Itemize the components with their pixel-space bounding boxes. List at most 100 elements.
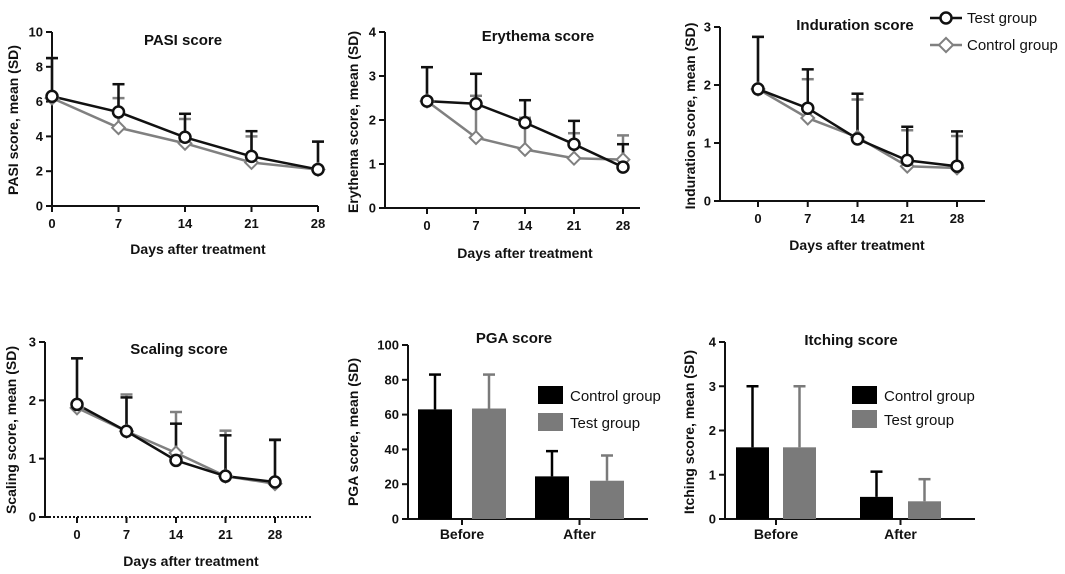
erythema-chart-title: Erythema score [482, 28, 595, 45]
pasi-test-point [311, 162, 325, 177]
itching-control-bar [736, 447, 769, 519]
pga-y-tick-label: 20 [385, 477, 399, 492]
pga-y-tick-label: 40 [385, 442, 399, 457]
pasi-control-point [110, 119, 127, 136]
itching-legend: Control group Test group [852, 386, 975, 429]
scaling-x-axis-label: Days after treatment [123, 553, 259, 569]
scaling-y-tick-label: 0 [29, 510, 36, 525]
pga-legend: Control group Test group [538, 386, 661, 432]
itching-legend-test-swatch [852, 410, 877, 428]
scaling-y-tick-label: 1 [29, 451, 36, 466]
induration-test-point [850, 132, 865, 146]
pasi-x-tick-label: 28 [311, 216, 325, 231]
erythema-control-point [566, 150, 582, 167]
induration-y-tick-label: 2 [704, 78, 711, 93]
itching-control-bar [860, 496, 893, 519]
scaling-test-point [268, 475, 282, 489]
pga-y-axis-label: PGA score, mean (SD) [345, 358, 361, 506]
erythema-control-point [517, 141, 533, 158]
erythema-y-tick-label: 0 [369, 201, 376, 216]
pasi-y-axis-label: PASI score, mean (SD) [5, 45, 21, 195]
scaling-x-tick-label: 21 [218, 527, 232, 542]
erythema-test-point [469, 96, 483, 111]
pasi-x-tick-label: 14 [178, 216, 193, 231]
pga-y-tick-label: 100 [377, 338, 399, 353]
erythema-control-point [468, 129, 484, 146]
itching-y-axis-label: Itching score, mean (SD) [681, 350, 697, 514]
pga-y-tick-label: 80 [385, 372, 399, 387]
pasi-y-tick-label: 6 [36, 94, 43, 109]
itching-y-tick-label: 1 [709, 467, 716, 482]
induration-test-point [900, 153, 914, 168]
pasi-x-tick-label: 21 [244, 216, 258, 231]
pasi-test-point [178, 130, 192, 145]
pga-legend-test-label: Test group [570, 415, 640, 432]
erythema-test-point [518, 115, 532, 130]
pasi-x-tick-label: 7 [115, 216, 122, 231]
induration-y-tick-label: 3 [704, 20, 711, 35]
pga-legend-test-swatch [538, 413, 563, 431]
itching-y-tick-label: 0 [709, 512, 716, 527]
pasi-x-tick-label: 0 [48, 216, 55, 231]
erythema-test-point [567, 137, 581, 151]
erythema-test-point [616, 160, 630, 174]
itching-category-label: After [884, 526, 917, 542]
induration-test-point [950, 159, 964, 173]
scaling-y-tick-label: 3 [29, 335, 36, 350]
erythema-x-tick-label: 7 [472, 218, 479, 233]
scaling-x-tick-label: 0 [73, 527, 80, 542]
legend-control-label: Control group [967, 37, 1058, 54]
erythema-y-tick-label: 3 [369, 69, 376, 84]
pga-test-bar [472, 408, 506, 519]
pga-category-label: After [563, 526, 596, 542]
pga-test-bar [590, 480, 624, 519]
pga-chart-title: PGA score [476, 330, 552, 347]
pasi-test-point [45, 89, 59, 104]
induration-y-axis-label: Induration score, mean (SD) [682, 23, 698, 210]
induration-x-tick-label: 21 [900, 211, 914, 226]
induration-chart-title: Induration score [796, 17, 914, 34]
erythema-x-tick-label: 14 [518, 218, 533, 233]
pasi-x-axis-label: Days after treatment [130, 241, 266, 257]
pga-y-tick-label: 0 [392, 512, 399, 527]
induration-control-point [799, 110, 816, 126]
pga-category-label: Before [440, 526, 485, 542]
scaling-x-tick-label: 28 [268, 527, 282, 542]
itching-y-tick-label: 2 [709, 423, 716, 438]
pga-legend-control-swatch [538, 386, 563, 404]
erythema-x-tick-label: 28 [616, 218, 630, 233]
scaling-test-point [119, 424, 134, 438]
scaling-test-point [218, 469, 233, 483]
induration-x-tick-label: 0 [754, 211, 761, 226]
scaling-test-point [169, 453, 183, 468]
scaling-chart-title: Scaling score [130, 341, 228, 358]
pga-legend-control-label: Control group [570, 388, 661, 405]
pasi-test-point [111, 105, 126, 119]
induration-test-point [751, 82, 765, 96]
scaling-x-tick-label: 7 [123, 527, 130, 542]
itching-test-bar [783, 447, 816, 519]
induration-x-tick-label: 28 [950, 211, 964, 226]
pasi-y-tick-label: 0 [36, 199, 43, 214]
itching-chart-title: Itching score [804, 332, 897, 349]
induration-x-axis-label: Days after treatment [789, 237, 925, 253]
scaling-y-axis-label: Scaling score, mean (SD) [3, 346, 19, 514]
legend-test-label: Test group [967, 10, 1037, 27]
pasi-y-tick-label: 10 [29, 25, 43, 40]
erythema-y-tick-label: 4 [369, 25, 377, 40]
erythema-y-tick-label: 1 [369, 157, 376, 172]
itching-y-tick-label: 3 [709, 379, 716, 394]
itching-test-bar [908, 501, 941, 519]
pasi-y-tick-label: 8 [36, 59, 43, 74]
itching-category-label: Before [754, 526, 799, 542]
pga-control-bar [535, 476, 569, 519]
itching-legend-control-swatch [852, 386, 877, 404]
scaling-x-tick-label: 14 [169, 527, 184, 542]
erythema-y-axis-label: Erythema score, mean (SD) [345, 31, 361, 213]
line-legend: Test group Control group [930, 10, 1058, 54]
induration-x-tick-label: 14 [850, 211, 865, 226]
erythema-test-point [420, 94, 434, 108]
pasi-y-tick-label: 4 [36, 129, 44, 144]
